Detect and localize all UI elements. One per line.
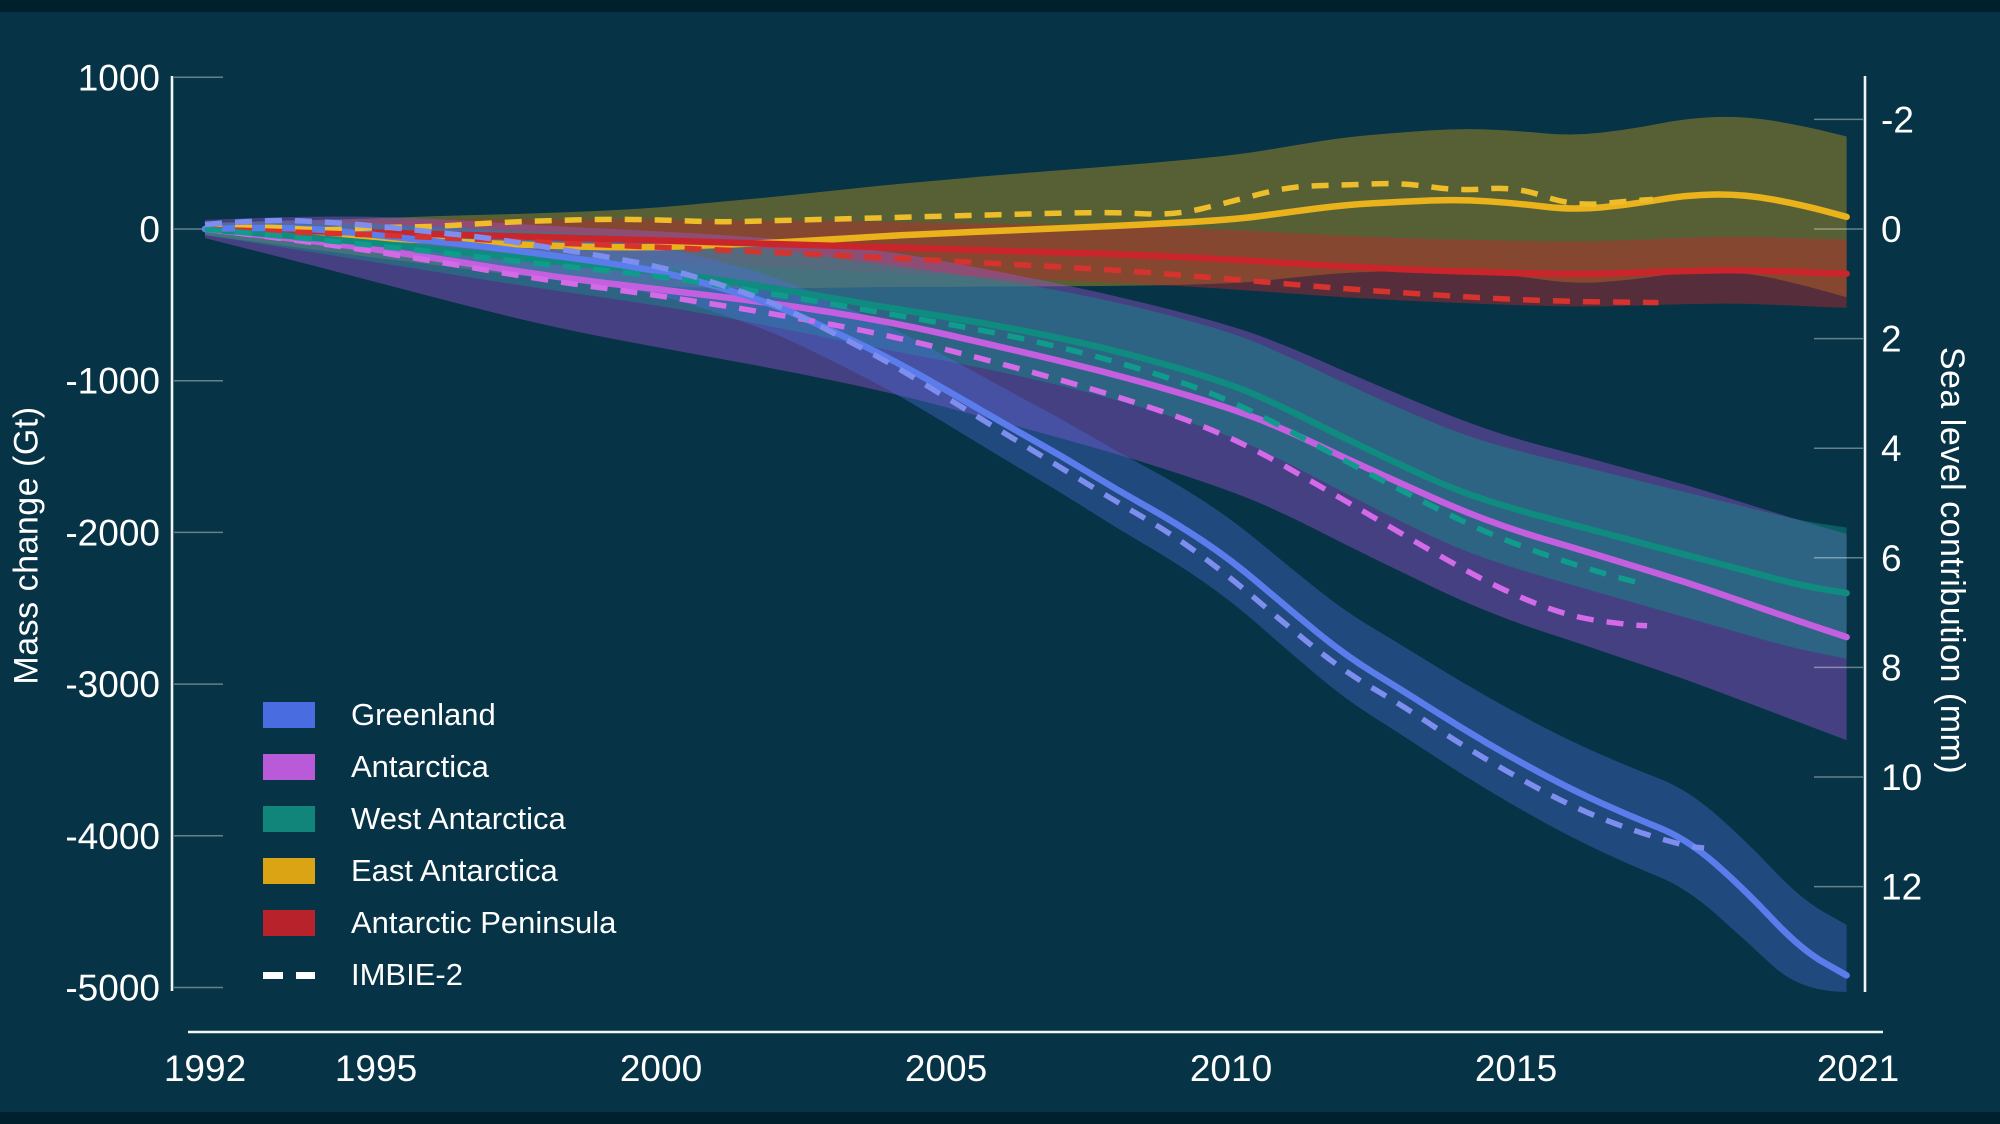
- legend-label: Antarctic Peninsula: [351, 905, 617, 940]
- x-axis-tick-label: 2010: [1190, 1048, 1272, 1089]
- right-axis-tick-label: -2: [1881, 99, 1914, 140]
- bottom-border-strip: [0, 1112, 2000, 1124]
- right-axis-tick-label: 6: [1881, 538, 1902, 579]
- legend-label: Antarctica: [351, 749, 489, 784]
- mass-line-greenland: [201, 224, 1850, 979]
- legend-item-east-antarctica: East Antarctica: [263, 845, 616, 897]
- right-axis-tick-label: 2: [1881, 319, 1902, 360]
- mass-line-west-antarctica: [201, 225, 1850, 597]
- left-axis-tick-label: -2000: [65, 512, 160, 553]
- legend-item-imbie-2: IMBIE-2: [263, 949, 616, 1001]
- imbie2-dashed-line-west-antarctica: [204, 226, 1648, 587]
- legend-label: East Antarctica: [351, 853, 558, 888]
- x-axis-tick-label: 2021: [1817, 1048, 1899, 1089]
- legend-dash-swatch: [263, 971, 315, 979]
- imbie2-dashed-line-antarctica: [204, 226, 1648, 629]
- chart-legend: Greenland Antarctica West Antarctica East A…: [263, 689, 616, 1001]
- legend-item-west-antarctica: West Antarctica: [263, 793, 616, 845]
- legend-color-swatch: [263, 702, 315, 728]
- uncertainty-band-antarctica: [205, 216, 1847, 741]
- right-axis-tick-label: 4: [1881, 428, 1902, 469]
- right-axis-tick-label: 0: [1881, 209, 1902, 250]
- imbie2-dashed-line-greenland: [204, 217, 1705, 851]
- legend-label: IMBIE-2: [351, 957, 463, 992]
- left-axis-title-text: Mass change (Gt): [7, 405, 46, 685]
- left-axis-tick-label: 1000: [78, 57, 160, 98]
- mass-line-antarctic-peninsula: [201, 225, 1850, 278]
- legend-color-swatch: [263, 910, 315, 936]
- right-axis-tick-label: 10: [1881, 757, 1922, 798]
- legend-color-swatch: [263, 754, 315, 780]
- x-axis-tick-label: 2000: [620, 1048, 702, 1089]
- left-axis-tick-label: -1000: [65, 361, 160, 402]
- legend-color-swatch: [263, 806, 315, 832]
- mass-line-antarctica: [201, 225, 1850, 641]
- imbie2-dashed-line-east-antarctica: [204, 180, 1653, 233]
- left-axis-tick-label: -4000: [65, 816, 160, 857]
- left-axis-tick-label: -3000: [65, 664, 160, 705]
- x-axis-tick-label: 2005: [905, 1048, 987, 1089]
- right-axis-title-text: Sea level contribution (mm): [1933, 346, 1972, 774]
- left-axis-tick-label: 0: [139, 209, 160, 250]
- uncertainty-band-east-antarctica: [205, 116, 1847, 298]
- legend-color-swatch: [263, 858, 315, 884]
- legend-item-greenland: Greenland: [263, 689, 616, 741]
- legend-item-antarctica: Antarctica: [263, 741, 616, 793]
- x-axis-tick-label: 2015: [1475, 1048, 1557, 1089]
- left-axis-tick-label: -5000: [65, 968, 160, 1009]
- legend-label: West Antarctica: [351, 801, 566, 836]
- x-axis-tick-label: 1992: [164, 1048, 246, 1089]
- right-axis-tick-label: 12: [1881, 867, 1922, 908]
- x-axis-tick-label: 1995: [335, 1048, 417, 1089]
- right-axis-tick-label: 8: [1881, 647, 1902, 688]
- legend-item-antarctic-peninsula: Antarctic Peninsula: [263, 897, 616, 949]
- uncertainty-band-west-antarctica: [205, 222, 1847, 659]
- legend-label: Greenland: [351, 697, 496, 732]
- top-border-strip: [0, 0, 2000, 12]
